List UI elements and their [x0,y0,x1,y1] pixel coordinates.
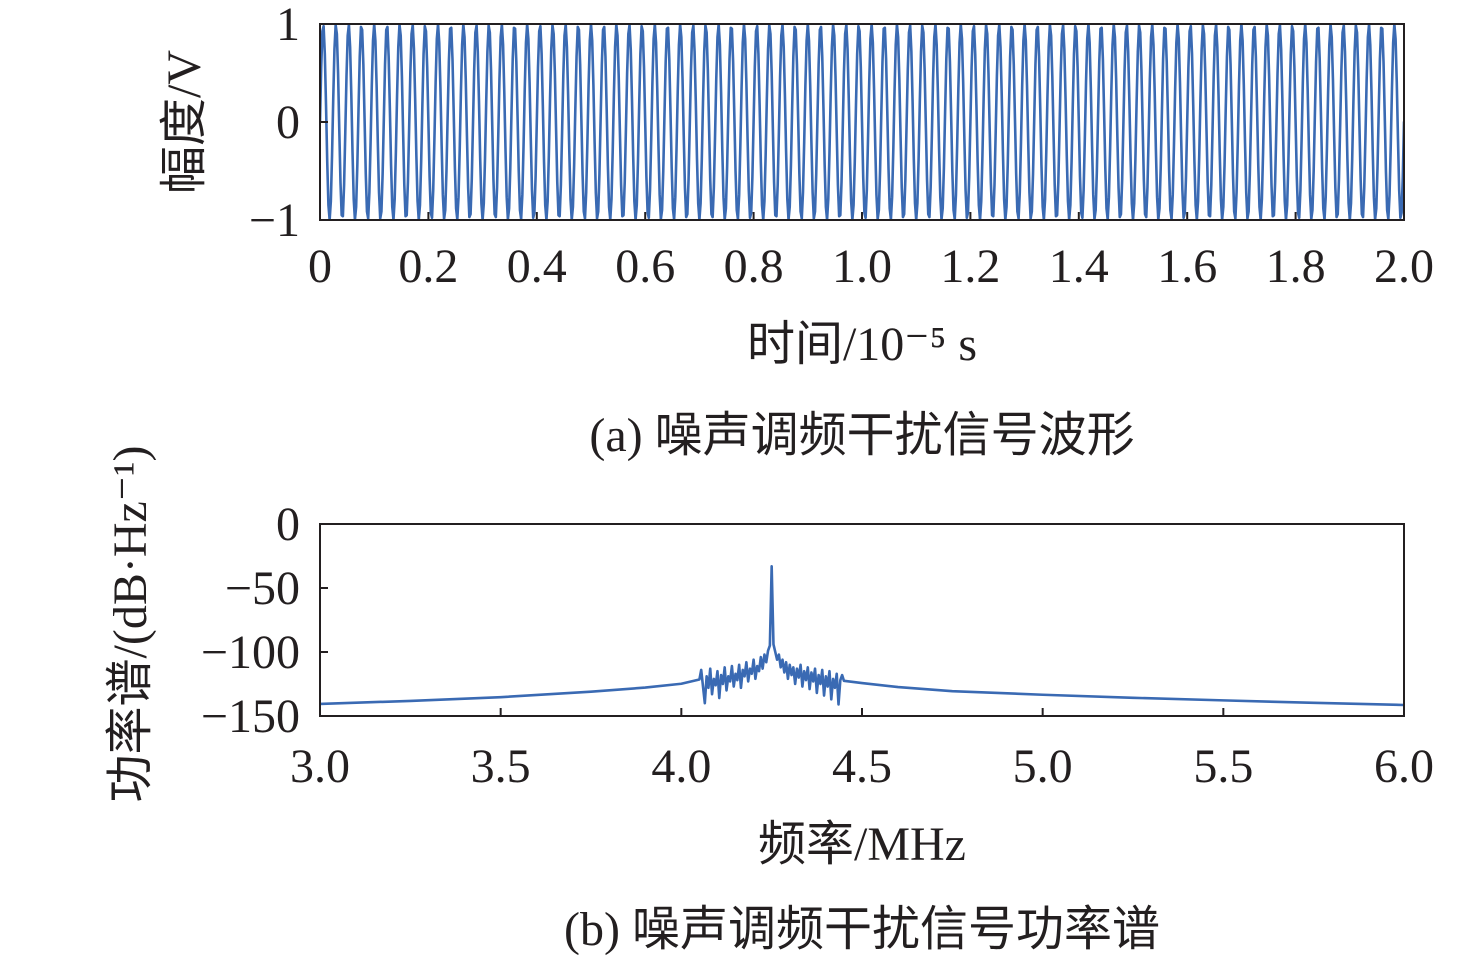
x-tick-label: 0.6 [615,240,675,293]
y-tick-label: −50 [225,562,300,615]
x-tick-label: 1.0 [832,240,892,293]
x-tick-label: 0 [308,240,332,293]
x-tick-label: 4.5 [832,740,892,793]
x-tick-label: 0.4 [507,240,567,293]
caption-a: (a) 噪声调频干扰信号波形 [589,409,1134,462]
x-tick-label: 1.6 [1157,240,1217,293]
y-tick-label: 1 [276,0,300,51]
spectrum-line [320,564,1404,707]
y-tick-label: −150 [201,690,300,743]
x-tick-label: 1.2 [940,240,1000,293]
x-tick-label: 3.5 [471,740,531,793]
y-axis-a: 1 0 −1 [249,0,328,247]
x-tick-label: 5.5 [1193,740,1253,793]
y-tick-label: −1 [249,194,300,247]
x-tick-label: 1.4 [1049,240,1109,293]
y-axis-label-a: 幅度/V [158,50,211,194]
x-tick-label: 5.0 [1013,740,1073,793]
x-axis-a: 0 0.2 0.4 0.6 0.8 1.0 1.2 1.4 1.6 1.8 2.0 [308,212,1434,293]
panel-b-spectrum: 3.0 3.5 4.0 4.5 5.0 5.5 6.0 0 −50 −100 −150 频率/MH… [104,445,1434,956]
panel-a-waveform: 0 0.2 0.4 0.6 0.8 1.0 1.2 1.4 1.6 1.8 2.0 10−1 时间/… [158,0,1434,462]
x-axis-label-a: 时间/10⁻⁵ s [747,318,977,371]
waveform-line [320,24,1404,220]
y-tick-label: −100 [201,626,300,679]
x-tick-label: 2.0 [1374,240,1434,293]
x-tick-label: 3.0 [290,740,350,793]
x-axis-label-b: 频率/MHz [758,818,966,871]
y-axis-b: 0 −50 −100 −150 [201,498,328,743]
x-tick-label: 0.2 [398,240,458,293]
y-tick-label: 0 [276,96,300,149]
x-tick-label: 6.0 [1374,740,1434,793]
x-axis-b: 3.0 3.5 4.0 4.5 5.0 5.5 6.0 [290,708,1434,793]
x-tick-label: 4.0 [651,740,711,793]
caption-b: (b) 噪声调频干扰信号功率谱 [564,903,1160,956]
x-tick-label: 0.8 [724,240,784,293]
y-tick-label: 0 [276,498,300,551]
x-tick-label: 1.8 [1266,240,1326,293]
plot-area-b [319,523,1405,717]
y-axis-label-b: 功率谱/(dB·Hz⁻¹) [104,445,157,802]
